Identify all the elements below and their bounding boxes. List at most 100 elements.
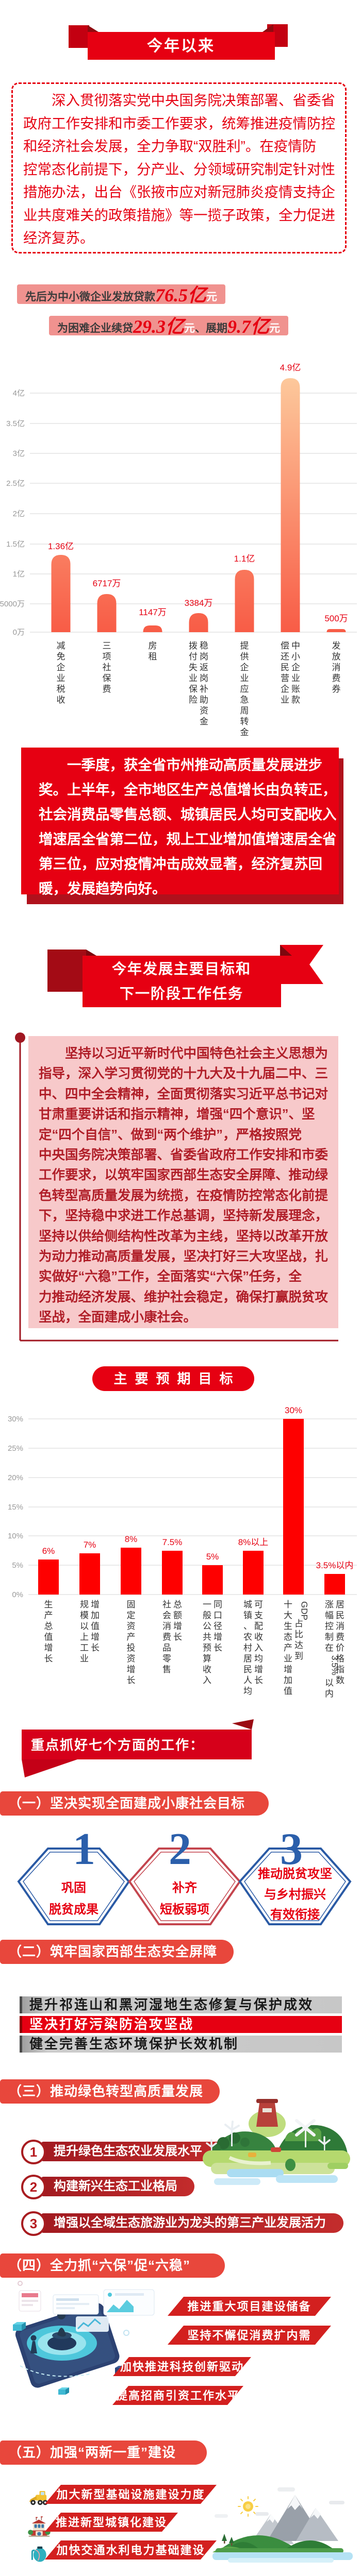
svg-text:资: 资 [200,706,208,716]
svg-text:款: 款 [291,695,300,705]
svg-text:提高招商引资工作水平: 提高招商引资工作水平 [116,2389,240,2402]
svg-text:配: 配 [254,1621,263,1631]
svg-text:GDP: GDP [300,1601,309,1620]
svg-text:短板弱项: 短板弱项 [160,1902,209,1917]
svg-text:1.1亿: 1.1亿 [234,554,255,564]
svg-text:税: 税 [57,684,65,694]
svg-text:加: 加 [284,1675,292,1685]
svg-text:增: 增 [284,1665,292,1674]
svg-text:巩固: 巩固 [61,1881,86,1895]
svg-text:券: 券 [332,684,341,694]
svg-text:长: 长 [91,1643,100,1653]
svg-text:到: 到 [294,1651,303,1661]
svg-text:返: 返 [200,663,208,672]
svg-text:1.36亿: 1.36亿 [48,541,74,551]
svg-text:失: 失 [189,663,198,672]
svg-text:中: 中 [291,641,300,651]
svg-text:金: 金 [200,717,208,726]
svg-text:指: 指 [336,1665,344,1674]
svg-text:会: 会 [162,1611,171,1620]
svg-text:价: 价 [336,1643,344,1653]
svg-text:消: 消 [332,663,341,672]
svg-text:2: 2 [169,1824,191,1874]
svg-text:4亿: 4亿 [13,389,25,398]
svg-text:收: 收 [254,1632,263,1642]
svg-text:生: 生 [44,1600,53,1609]
svg-text:6%: 6% [42,1546,55,1556]
svg-text:均: 均 [254,1654,263,1664]
svg-text:业: 业 [57,673,65,683]
svg-text:态: 态 [284,1632,292,1642]
svg-text:投: 投 [127,1643,136,1653]
svg-text:民: 民 [336,1611,344,1620]
svg-text:拨: 拨 [189,641,198,651]
svg-text:1亿: 1亿 [13,570,25,579]
svg-text:民: 民 [281,663,289,672]
svg-text:减: 减 [57,641,65,651]
svg-text:租: 租 [149,652,157,662]
svg-text:增: 增 [44,1643,53,1653]
svg-text:今年以来: 今年以来 [147,37,215,55]
svg-text:镇: 镇 [243,1611,252,1620]
svg-text:制: 制 [325,1632,334,1642]
svg-text:内: 内 [325,1689,334,1699]
svg-text:企: 企 [291,663,300,672]
svg-text:、: 、 [243,1621,252,1631]
svg-text:1: 1 [73,1824,95,1874]
svg-text:长: 长 [254,1675,263,1685]
svg-text:一: 一 [203,1600,211,1609]
svg-text:脱贫成果: 脱贫成果 [49,1902,99,1917]
svg-text:生: 生 [284,1621,292,1631]
svg-text:3.5亿: 3.5亿 [6,419,25,428]
svg-text:消: 消 [162,1621,171,1631]
svg-text:1.5亿: 1.5亿 [6,540,25,549]
svg-text:长: 长 [44,1654,53,1664]
svg-text:3亿: 3亿 [13,449,25,458]
svg-text:业: 业 [281,695,289,705]
svg-text:4.9亿: 4.9亿 [280,363,301,372]
svg-text:增: 增 [91,1632,100,1642]
svg-text:20%: 20% [8,1473,23,1482]
svg-text:补齐: 补齐 [172,1880,198,1895]
svg-text:数: 数 [336,1675,344,1685]
svg-text:推进新型城镇化建设: 推进新型城镇化建设 [56,2516,167,2529]
svg-text:人: 人 [243,1675,252,1685]
svg-text:岗: 岗 [200,673,208,683]
svg-text:费: 费 [103,684,111,694]
svg-text:可: 可 [254,1600,263,1609]
svg-text:收: 收 [57,695,65,705]
svg-text:坚持不懈促消费扩内需: 坚持不懈促消费扩内需 [187,2329,311,2342]
svg-text:十: 十 [284,1600,292,1609]
svg-text:提: 提 [240,641,249,651]
svg-text:3384万: 3384万 [185,598,213,608]
svg-text:周: 周 [240,706,249,716]
svg-text:发: 发 [332,641,341,651]
svg-text:今年发展主要目标和: 今年发展主要目标和 [112,960,251,977]
svg-text:入: 入 [254,1643,263,1653]
svg-text:推动脱贫攻坚: 推动脱贫攻坚 [258,1867,332,1881]
svg-text:资: 资 [127,1654,136,1664]
svg-text:0%: 0% [12,1590,23,1599]
svg-text:付: 付 [189,652,198,662]
svg-text:共: 共 [203,1632,211,1642]
svg-text:3: 3 [280,1824,303,1874]
svg-text:增: 增 [173,1621,182,1631]
svg-text:急: 急 [240,695,249,705]
svg-text:入: 入 [203,1675,211,1685]
svg-text:在: 在 [325,1643,334,1653]
svg-text:6717万: 6717万 [93,579,121,588]
svg-text:径: 径 [214,1621,222,1631]
svg-text:业: 业 [80,1654,89,1664]
svg-text:5000万: 5000万 [0,600,25,608]
svg-text:保: 保 [189,684,198,694]
svg-text:7%: 7% [84,1540,96,1550]
svg-text:费: 费 [332,673,341,683]
svg-text:8%: 8% [125,1534,138,1544]
svg-text:项: 项 [103,652,111,662]
svg-text:总: 总 [44,1621,53,1631]
svg-text:达: 达 [294,1640,303,1650]
svg-text:15%: 15% [8,1503,23,1512]
svg-text:1147万: 1147万 [139,607,167,617]
svg-text:以: 以 [80,1621,89,1631]
svg-text:长: 长 [127,1675,136,1685]
